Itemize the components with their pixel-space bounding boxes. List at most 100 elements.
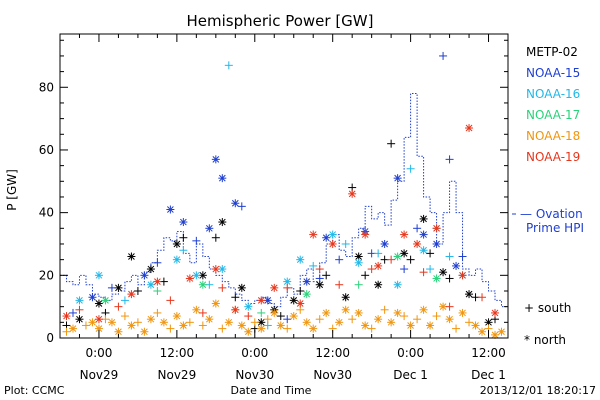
north-point-marker [237, 321, 246, 330]
north-point-marker [62, 312, 71, 321]
south-point-marker [335, 255, 344, 264]
x-tick-date-label: Nov30 [313, 368, 352, 382]
south-point-marker [185, 318, 194, 327]
south-point-marker [445, 252, 454, 261]
north-point-marker [276, 321, 285, 330]
north-point-marker [491, 330, 500, 339]
north-point-marker [257, 296, 266, 305]
north-point-marker [393, 280, 402, 289]
data-points [62, 51, 506, 339]
north-point-marker [380, 239, 389, 248]
north-point-marker [205, 224, 214, 233]
north-point-marker [315, 280, 324, 289]
north-point-marker [94, 271, 103, 280]
north-point-marker [140, 271, 149, 280]
north-point-marker [478, 327, 487, 336]
x-tick-date-label: Dec 1 [393, 368, 428, 382]
north-point-marker [374, 315, 383, 324]
south-point-marker [374, 249, 383, 258]
south-point-marker [120, 296, 129, 305]
x-tick-time-label: 12:00 [315, 346, 350, 360]
south-point-marker [315, 274, 324, 283]
north-point-marker [322, 308, 331, 317]
north-point-marker [270, 283, 279, 292]
north-point-marker [393, 174, 402, 183]
south-symbol-legend: + south [524, 301, 571, 315]
south-point-marker [250, 318, 259, 327]
x-tick-time-label: 0:00 [241, 346, 268, 360]
south-point-marker [465, 318, 474, 327]
north-point-marker [237, 283, 246, 292]
south-point-marker [283, 283, 292, 292]
south-point-marker [419, 268, 428, 277]
north-point-marker [127, 252, 136, 261]
south-point-marker [263, 315, 272, 324]
south-point-marker [400, 312, 409, 321]
north-point-marker [244, 302, 253, 311]
north-point-marker [419, 214, 428, 223]
north-point-marker [302, 290, 311, 299]
ovation-step-line [60, 93, 508, 308]
north-point-marker [263, 296, 272, 305]
legend-entry: NOAA-18 [526, 129, 580, 143]
south-point-marker [426, 265, 435, 274]
north-point-marker [341, 305, 350, 314]
north-point-marker [348, 189, 357, 198]
north-point-marker [244, 327, 253, 336]
south-point-marker [380, 305, 389, 314]
north-point-marker [224, 318, 233, 327]
south-point-marker [426, 249, 435, 258]
north-point-marker [289, 296, 298, 305]
x-tick-date-label: Nov29 [80, 368, 119, 382]
north-point-marker [146, 315, 155, 324]
south-point-marker [257, 308, 266, 317]
north-point-marker [419, 230, 428, 239]
south-point-marker [406, 255, 415, 264]
north-point-marker [75, 315, 84, 324]
south-point-marker [179, 233, 188, 242]
north-point-marker [146, 265, 155, 274]
north-point-marker [159, 318, 168, 327]
north-point-marker [309, 230, 318, 239]
south-point-marker [231, 293, 240, 302]
north-point-marker [127, 321, 136, 330]
north-point-marker [419, 246, 428, 255]
north-point-marker [452, 261, 461, 270]
north-point-marker [289, 312, 298, 321]
north-point-marker [302, 318, 311, 327]
x-tick-time-label: 0:00 [85, 346, 112, 360]
x-tick-date-label: Dec 1 [471, 368, 506, 382]
south-point-marker [315, 315, 324, 324]
north-point-marker [387, 318, 396, 327]
legend-entry: NOAA-16 [526, 87, 580, 101]
south-point-marker [367, 324, 376, 333]
x-tick-date-label: Nov29 [158, 368, 197, 382]
north-point-marker [328, 239, 337, 248]
south-point-marker [432, 312, 441, 321]
north-point-marker [322, 233, 331, 242]
north-point-marker [341, 293, 350, 302]
plot-credit: Plot: CCMC [4, 384, 65, 397]
south-point-marker [276, 312, 285, 321]
north-point-marker [400, 230, 409, 239]
north-point-marker [218, 218, 227, 227]
south-point-marker [153, 308, 162, 317]
y-tick-label: 60 [39, 143, 54, 157]
south-point-marker [166, 324, 175, 333]
north-point-marker [465, 290, 474, 299]
north-point-marker [393, 308, 402, 317]
south-point-marker [445, 155, 454, 164]
north-point-marker [231, 199, 240, 208]
south-point-marker [198, 308, 207, 317]
south-point-marker [211, 233, 220, 242]
north-point-marker [68, 324, 77, 333]
north-point-marker [211, 265, 220, 274]
north-point-marker [257, 324, 266, 333]
north-point-marker [107, 318, 116, 327]
north-point-marker [153, 277, 162, 286]
north-point-marker [361, 321, 370, 330]
north-point-marker [75, 296, 84, 305]
north-point-marker [88, 293, 97, 302]
north-point-marker [432, 274, 441, 283]
north-symbol-legend: * north [524, 333, 566, 347]
